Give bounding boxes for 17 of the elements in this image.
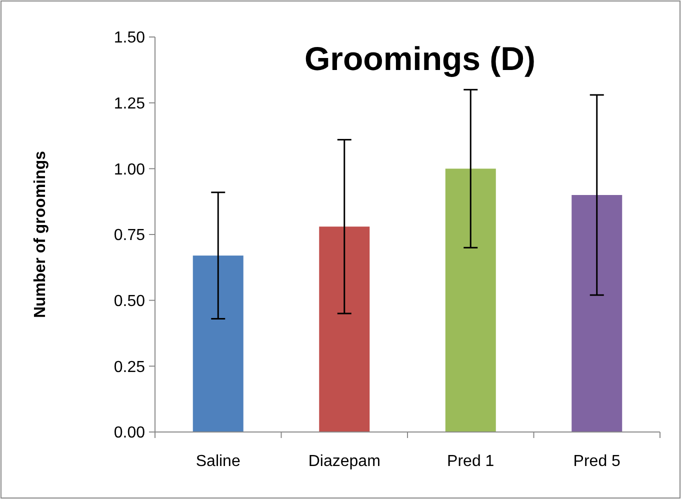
y-tick-label: 1.25: [114, 95, 146, 112]
bar: [572, 195, 622, 432]
y-tick-label: 0.50: [114, 292, 146, 310]
y-tick-label: 0.00: [114, 424, 146, 442]
x-tick-label: Pred 1: [447, 453, 494, 470]
x-tick-label: Pred 5: [573, 453, 621, 470]
bar: [445, 168, 496, 432]
y-tick-label: 0.75: [114, 227, 146, 244]
y-axis-title: Number of groomings: [32, 150, 49, 318]
y-tick-label: 1.50: [114, 30, 146, 47]
x-tick-label: Saline: [196, 453, 240, 470]
y-tick-label: 0.25: [114, 358, 146, 376]
chart-title: Groomings (D): [304, 40, 536, 77]
y-tick-label: 1.00: [114, 161, 146, 178]
bar: [192, 256, 244, 432]
bar: [319, 226, 370, 432]
x-tick-label: Diazepam: [308, 453, 380, 470]
